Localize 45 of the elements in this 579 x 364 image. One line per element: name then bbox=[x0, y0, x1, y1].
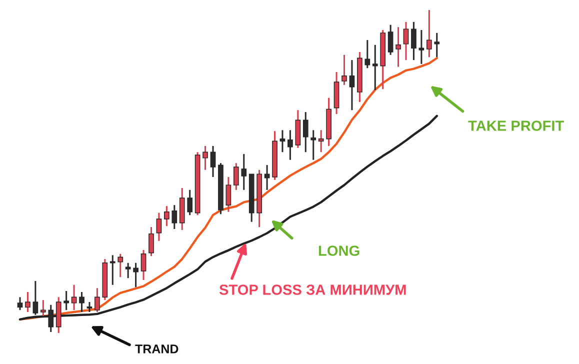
candlestick bbox=[187, 189, 193, 216]
text: TAKE PROFIT bbox=[468, 120, 564, 131]
candlestick bbox=[202, 145, 208, 171]
candlestick bbox=[64, 290, 69, 311]
candlestick bbox=[318, 129, 324, 153]
candlestick bbox=[133, 262, 138, 288]
candlestick bbox=[140, 249, 146, 281]
text: TRAND bbox=[135, 344, 178, 354]
annotation: STOP LOSS ЗА МИНИМУМ bbox=[219, 284, 406, 295]
candlestick bbox=[164, 205, 170, 227]
candlestick bbox=[364, 39, 370, 69]
candlestick bbox=[388, 24, 394, 56]
candlestick bbox=[403, 21, 409, 61]
candlestick bbox=[79, 291, 84, 313]
candlestick bbox=[148, 226, 154, 257]
candlestick bbox=[25, 291, 30, 313]
candlestick bbox=[372, 44, 378, 91]
candlestick bbox=[310, 129, 316, 161]
candlestick bbox=[418, 29, 424, 65]
candlestick bbox=[110, 254, 116, 286]
candlestick bbox=[40, 299, 46, 317]
candlestick bbox=[125, 262, 131, 279]
candlestick bbox=[264, 164, 270, 191]
candlestick bbox=[396, 26, 401, 68]
candlestick bbox=[349, 59, 355, 111]
candlestick bbox=[280, 129, 286, 153]
candlestick bbox=[411, 21, 416, 61]
candlestick bbox=[32, 280, 38, 316]
candlestick bbox=[156, 212, 162, 242]
annotation: LONG bbox=[318, 246, 360, 256]
candlestick bbox=[71, 284, 77, 311]
candlestick bbox=[118, 253, 124, 278]
candlestick bbox=[86, 301, 92, 313]
candlestick bbox=[94, 287, 100, 313]
candlestick bbox=[233, 162, 239, 191]
candlestick bbox=[342, 54, 347, 86]
candlestick bbox=[288, 129, 293, 161]
candlestick bbox=[17, 296, 23, 311]
candlestick bbox=[226, 176, 232, 213]
candlestick bbox=[241, 153, 247, 191]
candlestick bbox=[434, 32, 440, 58]
candlestick bbox=[426, 9, 432, 58]
candlestick bbox=[302, 111, 308, 153]
candlestick bbox=[172, 204, 178, 230]
candlestick bbox=[210, 145, 216, 178]
